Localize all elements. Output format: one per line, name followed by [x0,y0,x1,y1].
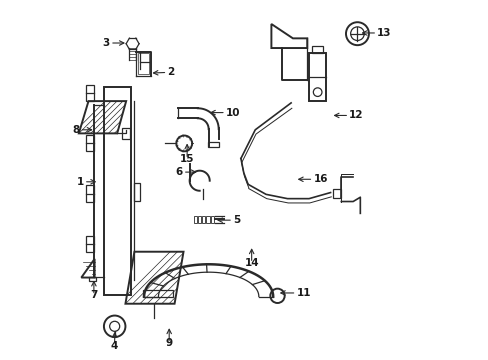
Bar [86,185,94,202]
Text: 15: 15 [180,154,194,164]
Bar [193,216,196,223]
Text: 16: 16 [313,174,327,184]
Bar [207,142,219,147]
Bar [86,135,94,151]
Text: 12: 12 [348,111,363,121]
Text: 1: 1 [77,177,83,187]
Bar [138,53,149,74]
Text: 3: 3 [102,38,110,48]
Text: 10: 10 [225,108,240,118]
Bar [86,235,94,252]
Text: 5: 5 [233,215,240,225]
Bar [104,87,131,295]
Text: 2: 2 [167,67,174,77]
Bar [333,189,341,198]
Text: 8: 8 [72,125,80,135]
Text: 4: 4 [111,341,118,351]
Bar [86,85,94,101]
Bar [122,128,129,139]
Bar [311,46,322,53]
Text: 7: 7 [90,291,98,301]
Bar [143,290,173,297]
Text: 11: 11 [296,288,310,298]
Text: 6: 6 [175,167,183,177]
Text: 14: 14 [244,258,259,268]
Bar [308,53,325,101]
Text: 13: 13 [376,28,391,38]
Bar [202,216,205,223]
Text: 9: 9 [165,338,172,348]
Bar [88,277,96,281]
Bar [198,216,201,223]
Bar [206,216,209,223]
Bar [133,183,140,201]
Bar [210,216,214,223]
